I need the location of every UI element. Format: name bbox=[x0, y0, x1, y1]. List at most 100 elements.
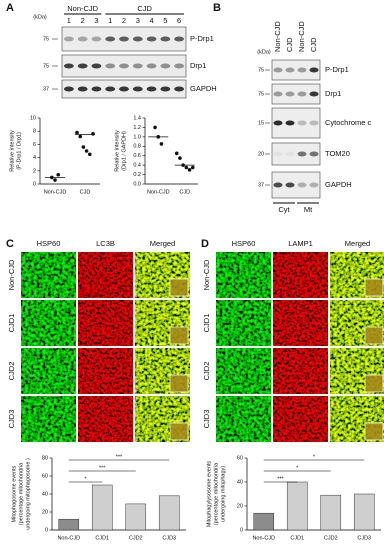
inset bbox=[364, 374, 384, 393]
label: undergoing mitophagy) bbox=[220, 466, 226, 522]
blot-band bbox=[309, 91, 319, 97]
label: Non-CJD bbox=[67, 4, 98, 13]
label: Non-CJD bbox=[252, 535, 275, 541]
data-point bbox=[190, 165, 195, 170]
y-tick-label: 0.0 bbox=[133, 181, 141, 187]
bar bbox=[158, 495, 180, 531]
blot-band bbox=[91, 63, 102, 69]
micrograph-signal bbox=[216, 252, 271, 298]
micrograph-signal bbox=[21, 396, 76, 442]
label: Relative intensity bbox=[114, 130, 120, 172]
label: Non-CJD bbox=[44, 189, 67, 195]
blot-band bbox=[273, 67, 283, 73]
blot-band bbox=[285, 182, 295, 188]
label: 37 bbox=[43, 86, 49, 92]
label: LAMP1 bbox=[288, 239, 313, 248]
blot-band bbox=[160, 86, 171, 92]
bar bbox=[58, 518, 80, 531]
label: B bbox=[213, 2, 221, 14]
label: Mt bbox=[304, 205, 313, 214]
label: Mitophagosome events bbox=[11, 465, 17, 522]
y-tick-label: 8 bbox=[33, 129, 36, 135]
blot-band bbox=[309, 67, 319, 73]
blot-strip bbox=[61, 54, 187, 78]
blot-band bbox=[309, 151, 319, 157]
bar bbox=[286, 481, 308, 531]
data-point bbox=[53, 178, 57, 182]
label: 75 bbox=[258, 67, 264, 73]
y-tick-label: 20 bbox=[42, 509, 48, 515]
label: Non-CJD bbox=[147, 189, 170, 195]
label: Non-CJD bbox=[297, 21, 306, 52]
label: Cytochrome c bbox=[325, 118, 372, 127]
inset bbox=[169, 374, 189, 393]
micrograph-signal bbox=[216, 396, 271, 442]
label: CJD3 bbox=[162, 535, 176, 541]
blot-band bbox=[63, 36, 74, 42]
label: GAPDH bbox=[190, 84, 217, 93]
blot-band bbox=[132, 63, 143, 69]
y-tick-label: 0.8 bbox=[133, 144, 141, 150]
label: 3 bbox=[136, 16, 140, 25]
micrograph-signal bbox=[78, 252, 133, 298]
label: (percentage mitochondria bbox=[18, 462, 24, 525]
label: 2 bbox=[122, 16, 126, 25]
blot-band bbox=[273, 151, 283, 157]
label: HSP60 bbox=[37, 239, 61, 248]
inset bbox=[364, 422, 384, 441]
label: undergoing mitophagosome ) bbox=[25, 458, 31, 530]
label: Mitophagylysosome events bbox=[206, 461, 212, 528]
label: CJD bbox=[309, 37, 318, 52]
label: A bbox=[6, 2, 14, 14]
label: 20 bbox=[258, 151, 264, 157]
micrograph-signal bbox=[78, 300, 133, 346]
label: CJD1 bbox=[202, 314, 211, 333]
micrograph-signal bbox=[216, 300, 271, 346]
micrograph-signal bbox=[273, 300, 328, 346]
y-tick-label: 20 bbox=[237, 503, 243, 509]
y-tick-label: 1.4 bbox=[133, 115, 141, 121]
label: CJD bbox=[179, 189, 190, 195]
data-point bbox=[88, 152, 92, 157]
bar bbox=[320, 494, 342, 531]
y-tick-label: 2 bbox=[33, 168, 36, 174]
blot-band bbox=[174, 86, 184, 92]
blot-band bbox=[273, 91, 283, 97]
label: 6 bbox=[177, 16, 181, 25]
micrograph-signal bbox=[78, 396, 133, 442]
blot-band bbox=[297, 67, 307, 73]
bar bbox=[125, 503, 147, 531]
blot-band bbox=[119, 36, 129, 42]
blot-band bbox=[273, 120, 283, 126]
label: Relative intensity bbox=[9, 130, 15, 172]
label: P-Drp1 bbox=[190, 34, 214, 43]
bar bbox=[353, 493, 375, 531]
micrograph-signal bbox=[21, 300, 76, 346]
y-tick-label: 80 bbox=[42, 455, 48, 461]
data-point bbox=[75, 130, 79, 135]
data-point bbox=[159, 142, 164, 146]
label: CJD3 bbox=[202, 410, 211, 429]
y-tick-label: 1.0 bbox=[133, 134, 141, 140]
label: P-Drp1 bbox=[325, 65, 349, 74]
blot-band bbox=[146, 36, 157, 42]
label: CJD2 bbox=[202, 362, 211, 381]
label: 3 bbox=[94, 16, 98, 25]
label: 75 bbox=[258, 91, 264, 97]
blot-band bbox=[63, 63, 74, 69]
bar bbox=[91, 484, 113, 531]
label: Non-CJD bbox=[202, 259, 211, 290]
label: 4 bbox=[149, 16, 153, 25]
y-tick-label: 0 bbox=[45, 527, 48, 533]
y-tick-label: 1.2 bbox=[133, 125, 141, 131]
label: LC3B bbox=[96, 239, 115, 248]
y-tick-label: 0.6 bbox=[133, 153, 141, 159]
blot-band bbox=[285, 67, 295, 73]
label: Merged bbox=[150, 239, 175, 248]
label: *** bbox=[99, 465, 106, 471]
label: CJD bbox=[80, 189, 91, 195]
inset bbox=[364, 326, 384, 345]
inset bbox=[364, 278, 384, 297]
data-point bbox=[91, 132, 95, 136]
